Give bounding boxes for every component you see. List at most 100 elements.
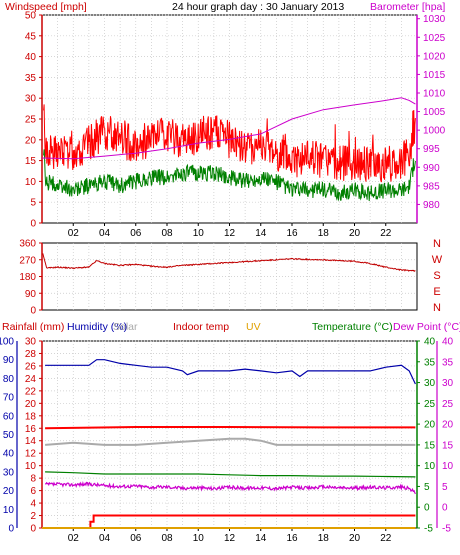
y-right-tick-label: 1025 — [423, 33, 446, 44]
series-barometer-hpa- — [41, 97, 416, 160]
y-rain-tick-label: 26 — [25, 361, 37, 372]
y-left-tick-label: 25 — [25, 115, 37, 126]
y-humidity-tick-label: 100 — [0, 337, 14, 348]
y-rain-tick-label: 0 — [30, 524, 36, 535]
y-rain-tick-label: 6 — [30, 486, 36, 497]
temperature-label: Temperature (°C) — [312, 321, 393, 333]
y-temp-tick-label: 35 — [424, 357, 436, 368]
direction-label: S — [433, 270, 440, 282]
y-rain-tick-label: 30 — [25, 337, 37, 348]
windspeed-axis-title: Windspeed [mph] — [5, 1, 87, 13]
series-windspeed-mph- — [43, 104, 416, 183]
series-temperature-c- — [45, 471, 416, 478]
series-humidity- — [45, 359, 416, 385]
rainfall-label: Rainfall (mm) — [2, 321, 64, 333]
indoor-temp-label: Indoor temp — [173, 321, 229, 333]
y-humidity-tick-label: 80 — [3, 374, 15, 385]
y-dew-tick-label: -5 — [442, 524, 451, 535]
y-left-tick-label: 10 — [25, 177, 37, 188]
y-right-tick-label: 980 — [423, 200, 440, 211]
x-tick-label: 12 — [224, 533, 236, 544]
y-humidity-tick-label: 50 — [3, 430, 15, 441]
y-temp-tick-label: 40 — [424, 337, 436, 348]
x-tick-label: 06 — [130, 228, 142, 239]
y-temp-tick-label: -5 — [424, 524, 433, 535]
y-right-tick-label: 995 — [423, 144, 440, 155]
x-tick-label: 08 — [161, 228, 173, 239]
x-tick-label: 02 — [68, 228, 80, 239]
y-right-tick-label: 1030 — [423, 14, 446, 25]
y-right-tick-label: 1020 — [423, 51, 446, 62]
y-humidity-tick-label: 20 — [3, 486, 15, 497]
direction-label: N — [433, 302, 441, 314]
y-dew-tick-label: 20 — [442, 420, 454, 431]
x-tick-label: 18 — [318, 533, 330, 544]
y-temp-tick-label: 30 — [424, 378, 436, 389]
y-direction-tick-label: 360 — [19, 239, 36, 250]
x-tick-label: 20 — [349, 533, 361, 544]
x-tick-label: 20 — [349, 228, 361, 239]
y-humidity-tick-label: 90 — [3, 355, 15, 366]
y-temp-tick-label: 10 — [424, 461, 436, 472]
y-left-tick-label: 5 — [30, 198, 36, 209]
x-tick-label: 16 — [286, 533, 298, 544]
series-indoor-temp — [45, 426, 416, 430]
series-solar — [45, 437, 416, 446]
x-tick-label: 08 — [161, 533, 173, 544]
series-wind-direction — [42, 253, 416, 273]
y-left-tick-label: 15 — [25, 156, 37, 167]
series-wind-gust — [43, 149, 416, 202]
series-dew-point-c- — [44, 480, 416, 495]
y-rain-tick-label: 8 — [30, 474, 36, 485]
y-left-tick-label: 35 — [25, 73, 37, 84]
x-tick-label: 10 — [193, 533, 205, 544]
y-rain-tick-label: 12 — [25, 449, 37, 460]
x-tick-label: 10 — [193, 228, 205, 239]
x-tick-label: 22 — [380, 533, 392, 544]
x-tick-label: 12 — [224, 228, 236, 239]
y-dew-tick-label: 5 — [442, 482, 448, 493]
y-temp-tick-label: 20 — [424, 420, 436, 431]
y-right-tick-label: 1015 — [423, 70, 446, 81]
x-tick-label: 04 — [99, 228, 111, 239]
y-dew-tick-label: 25 — [442, 399, 454, 410]
y-direction-tick-label: 180 — [19, 272, 36, 283]
y-humidity-tick-label: 40 — [3, 449, 15, 460]
y-right-tick-label: 985 — [423, 181, 440, 192]
uv-label: UV — [246, 321, 261, 333]
y-direction-tick-label: 90 — [25, 289, 37, 300]
x-tick-label: 02 — [68, 533, 80, 544]
humidity-label: Humidity (%) — [67, 321, 127, 333]
y-humidity-tick-label: 60 — [3, 411, 15, 422]
y-rain-tick-label: 10 — [25, 461, 37, 472]
y-dew-tick-label: 40 — [442, 337, 454, 348]
x-tick-label: 16 — [286, 228, 298, 239]
y-rain-tick-label: 2 — [30, 511, 36, 522]
x-tick-label: 06 — [130, 533, 142, 544]
direction-label: W — [432, 254, 443, 266]
barometer-axis-title: Barometer [hpa] — [370, 1, 445, 13]
y-dew-tick-label: 0 — [442, 503, 448, 514]
x-tick-label: 14 — [255, 533, 267, 544]
dewpoint-label: Dew Point (°C) — [393, 321, 460, 333]
y-humidity-tick-label: 70 — [3, 393, 15, 404]
y-rain-tick-label: 28 — [25, 349, 37, 360]
y-rain-tick-label: 24 — [25, 374, 37, 385]
x-tick-label: 22 — [380, 228, 392, 239]
y-dew-tick-label: 35 — [442, 357, 454, 368]
y-direction-tick-label: 270 — [19, 255, 36, 266]
y-rain-tick-label: 22 — [25, 386, 37, 397]
y-temp-tick-label: 25 — [424, 399, 436, 410]
y-left-tick-label: 30 — [25, 94, 37, 105]
y-left-tick-label: 50 — [25, 11, 37, 22]
y-dew-tick-label: 10 — [442, 461, 454, 472]
y-rain-tick-label: 20 — [25, 399, 37, 410]
y-left-tick-label: 45 — [25, 31, 37, 42]
x-tick-label: 18 — [318, 228, 330, 239]
x-tick-label: 04 — [99, 533, 111, 544]
solar-label: Solar — [113, 321, 138, 333]
x-tick-label: 14 — [255, 228, 267, 239]
y-rain-tick-label: 16 — [25, 424, 37, 435]
y-humidity-tick-label: 10 — [3, 505, 15, 516]
